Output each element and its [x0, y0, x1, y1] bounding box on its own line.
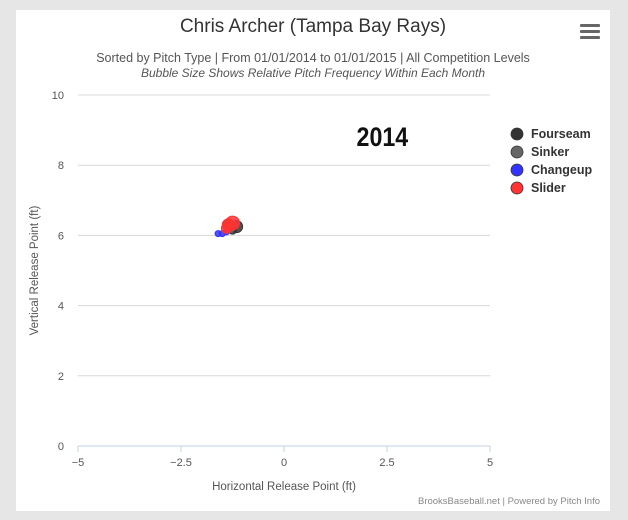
legend-item-slider[interactable]: Slider [531, 181, 566, 195]
y-tick-label: 10 [52, 90, 64, 102]
legend-item-sinker[interactable]: Sinker [531, 145, 569, 159]
chart-container: Chris Archer (Tampa Bay Rays) Sorted by … [16, 10, 610, 511]
legend-item-changeup[interactable]: Changeup [531, 163, 592, 177]
y-axis-title: Vertical Release Point (ft) [29, 205, 41, 335]
y-tick-label: 0 [58, 441, 64, 453]
chart-subtitle-note: Bubble Size Shows Relative Pitch Frequen… [140, 66, 486, 80]
y-tick-label: 6 [58, 230, 64, 242]
y-tick-label: 2 [58, 371, 64, 383]
chart-subtitle: Sorted by Pitch Type | From 01/01/2014 t… [96, 51, 530, 65]
year-annotation: 2014 [357, 122, 409, 152]
x-tick-label: 5 [487, 457, 493, 469]
x-axis-title: Horizontal Release Point (ft) [212, 481, 356, 493]
x-tick-label: 0 [281, 457, 287, 469]
chart-title: Chris Archer (Tampa Bay Rays) [179, 16, 447, 37]
x-tick-label: −5 [72, 457, 85, 469]
credits-text[interactable]: BrooksBaseball.net | Powered by Pitch In… [417, 496, 600, 507]
legend-marker[interactable] [510, 145, 524, 159]
x-tick-label: −2.5 [170, 457, 192, 469]
legend-marker[interactable] [510, 127, 524, 141]
legend-item-fourseam[interactable]: Fourseam [531, 127, 591, 141]
y-tick-label: 8 [58, 160, 64, 172]
legend-marker[interactable] [510, 163, 524, 177]
data-point[interactable] [220, 222, 232, 234]
x-tick-label: 2.5 [379, 457, 394, 469]
hamburger-menu-icon[interactable] [580, 24, 600, 40]
scatter-plot: 0 2 4 6 8 10 −5 −2.5 0 2.5 5 Horizontal Release Poi… [29, 90, 592, 493]
legend-marker[interactable] [510, 181, 524, 195]
y-tick-label: 4 [58, 301, 64, 313]
